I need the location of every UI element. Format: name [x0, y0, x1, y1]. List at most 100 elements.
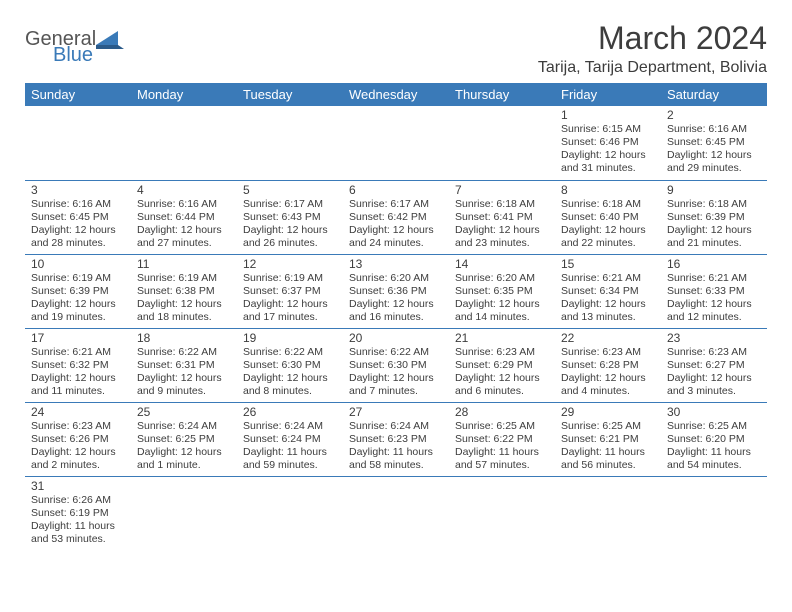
cell-line: Sunrise: 6:18 AM — [455, 198, 549, 211]
cell-line: Daylight: 12 hours — [243, 372, 337, 385]
day-number: 9 — [667, 183, 761, 197]
cell-line: Daylight: 12 hours — [667, 149, 761, 162]
cell-line: Sunrise: 6:16 AM — [31, 198, 125, 211]
calendar-cell: 2Sunrise: 6:16 AMSunset: 6:45 PMDaylight… — [661, 106, 767, 180]
calendar-cell: 24Sunrise: 6:23 AMSunset: 6:26 PMDayligh… — [25, 402, 131, 476]
day-number: 23 — [667, 331, 761, 345]
cell-line: Daylight: 12 hours — [455, 224, 549, 237]
cell-line: Sunset: 6:45 PM — [667, 136, 761, 149]
calendar-cell: 11Sunrise: 6:19 AMSunset: 6:38 PMDayligh… — [131, 254, 237, 328]
day-number: 18 — [137, 331, 231, 345]
calendar-cell: 17Sunrise: 6:21 AMSunset: 6:32 PMDayligh… — [25, 328, 131, 402]
calendar-cell — [555, 476, 661, 550]
col-friday: Friday — [555, 83, 661, 106]
cell-line: Sunrise: 6:20 AM — [455, 272, 549, 285]
cell-line: and 21 minutes. — [667, 237, 761, 250]
calendar-cell — [237, 476, 343, 550]
day-number: 22 — [561, 331, 655, 345]
calendar-cell: 18Sunrise: 6:22 AMSunset: 6:31 PMDayligh… — [131, 328, 237, 402]
cell-line: and 24 minutes. — [349, 237, 443, 250]
calendar-cell — [343, 106, 449, 180]
calendar-cell: 26Sunrise: 6:24 AMSunset: 6:24 PMDayligh… — [237, 402, 343, 476]
cell-line: and 4 minutes. — [561, 385, 655, 398]
day-number: 14 — [455, 257, 549, 271]
calendar: Sunday Monday Tuesday Wednesday Thursday… — [25, 83, 767, 550]
calendar-row: 24Sunrise: 6:23 AMSunset: 6:26 PMDayligh… — [25, 402, 767, 476]
cell-line: Sunset: 6:34 PM — [561, 285, 655, 298]
cell-line: and 22 minutes. — [561, 237, 655, 250]
cell-line: Daylight: 12 hours — [137, 298, 231, 311]
calendar-cell: 5Sunrise: 6:17 AMSunset: 6:43 PMDaylight… — [237, 180, 343, 254]
cell-line: Sunrise: 6:17 AM — [349, 198, 443, 211]
cell-line: Daylight: 12 hours — [667, 298, 761, 311]
cell-line: and 6 minutes. — [455, 385, 549, 398]
calendar-cell: 4Sunrise: 6:16 AMSunset: 6:44 PMDaylight… — [131, 180, 237, 254]
cell-line: and 12 minutes. — [667, 311, 761, 324]
cell-line: Sunset: 6:19 PM — [31, 507, 125, 520]
calendar-row: 31Sunrise: 6:26 AMSunset: 6:19 PMDayligh… — [25, 476, 767, 550]
cell-line: Sunrise: 6:18 AM — [667, 198, 761, 211]
cell-line: and 56 minutes. — [561, 459, 655, 472]
cell-line: Sunrise: 6:25 AM — [667, 420, 761, 433]
cell-line: Daylight: 12 hours — [31, 372, 125, 385]
cell-line: Sunrise: 6:24 AM — [243, 420, 337, 433]
cell-line: Daylight: 11 hours — [561, 446, 655, 459]
cell-line: Sunrise: 6:19 AM — [137, 272, 231, 285]
cell-line: Sunset: 6:30 PM — [243, 359, 337, 372]
cell-line: Daylight: 12 hours — [137, 224, 231, 237]
col-saturday: Saturday — [661, 83, 767, 106]
cell-line: Sunrise: 6:15 AM — [561, 123, 655, 136]
calendar-cell — [25, 106, 131, 180]
cell-line: and 7 minutes. — [349, 385, 443, 398]
cell-line: Sunrise: 6:19 AM — [243, 272, 337, 285]
cell-line: Daylight: 12 hours — [31, 224, 125, 237]
cell-line: Daylight: 12 hours — [561, 372, 655, 385]
day-number: 6 — [349, 183, 443, 197]
cell-line: and 16 minutes. — [349, 311, 443, 324]
calendar-header-row: Sunday Monday Tuesday Wednesday Thursday… — [25, 83, 767, 106]
col-wednesday: Wednesday — [343, 83, 449, 106]
calendar-row: 1Sunrise: 6:15 AMSunset: 6:46 PM Daylight… — [25, 106, 767, 180]
logo-flag-icon — [96, 31, 124, 54]
calendar-cell: 19Sunrise: 6:22 AMSunset: 6:30 PMDayligh… — [237, 328, 343, 402]
cell-line: Sunrise: 6:25 AM — [561, 420, 655, 433]
day-number: 4 — [137, 183, 231, 197]
day-number: 1 — [561, 108, 655, 122]
cell-line: Sunrise: 6:22 AM — [349, 346, 443, 359]
cell-line: and 57 minutes. — [455, 459, 549, 472]
cell-line: Sunset: 6:25 PM — [137, 433, 231, 446]
calendar-cell: 15Sunrise: 6:21 AMSunset: 6:34 PMDayligh… — [555, 254, 661, 328]
cell-line: Sunset: 6:46 PM — [561, 136, 655, 149]
day-number: 15 — [561, 257, 655, 271]
cell-line: and 54 minutes. — [667, 459, 761, 472]
cell-line: Sunset: 6:39 PM — [667, 211, 761, 224]
cell-line: Sunrise: 6:16 AM — [137, 198, 231, 211]
day-number: 20 — [349, 331, 443, 345]
cell-line: Sunrise: 6:22 AM — [137, 346, 231, 359]
calendar-cell: 31Sunrise: 6:26 AMSunset: 6:19 PMDayligh… — [25, 476, 131, 550]
col-monday: Monday — [131, 83, 237, 106]
cell-line: Sunset: 6:41 PM — [455, 211, 549, 224]
cell-line: and 53 minutes. — [31, 533, 125, 546]
calendar-cell: 12Sunrise: 6:19 AMSunset: 6:37 PMDayligh… — [237, 254, 343, 328]
day-number: 30 — [667, 405, 761, 419]
calendar-cell: 23Sunrise: 6:23 AMSunset: 6:27 PMDayligh… — [661, 328, 767, 402]
calendar-cell: 22Sunrise: 6:23 AMSunset: 6:28 PMDayligh… — [555, 328, 661, 402]
day-number: 25 — [137, 405, 231, 419]
col-thursday: Thursday — [449, 83, 555, 106]
cell-line: and 59 minutes. — [243, 459, 337, 472]
day-number: 10 — [31, 257, 125, 271]
day-number: 24 — [31, 405, 125, 419]
calendar-cell: 25Sunrise: 6:24 AMSunset: 6:25 PMDayligh… — [131, 402, 237, 476]
cell-line: Sunrise: 6:21 AM — [31, 346, 125, 359]
calendar-cell — [661, 476, 767, 550]
cell-line: Sunset: 6:30 PM — [349, 359, 443, 372]
day-number: 7 — [455, 183, 549, 197]
day-number: 29 — [561, 405, 655, 419]
day-number: 11 — [137, 257, 231, 271]
day-number: 31 — [31, 479, 125, 493]
cell-line: and 31 minutes. — [561, 162, 655, 175]
calendar-row: 17Sunrise: 6:21 AMSunset: 6:32 PMDayligh… — [25, 328, 767, 402]
cell-line: and 26 minutes. — [243, 237, 337, 250]
cell-line: Sunrise: 6:23 AM — [455, 346, 549, 359]
